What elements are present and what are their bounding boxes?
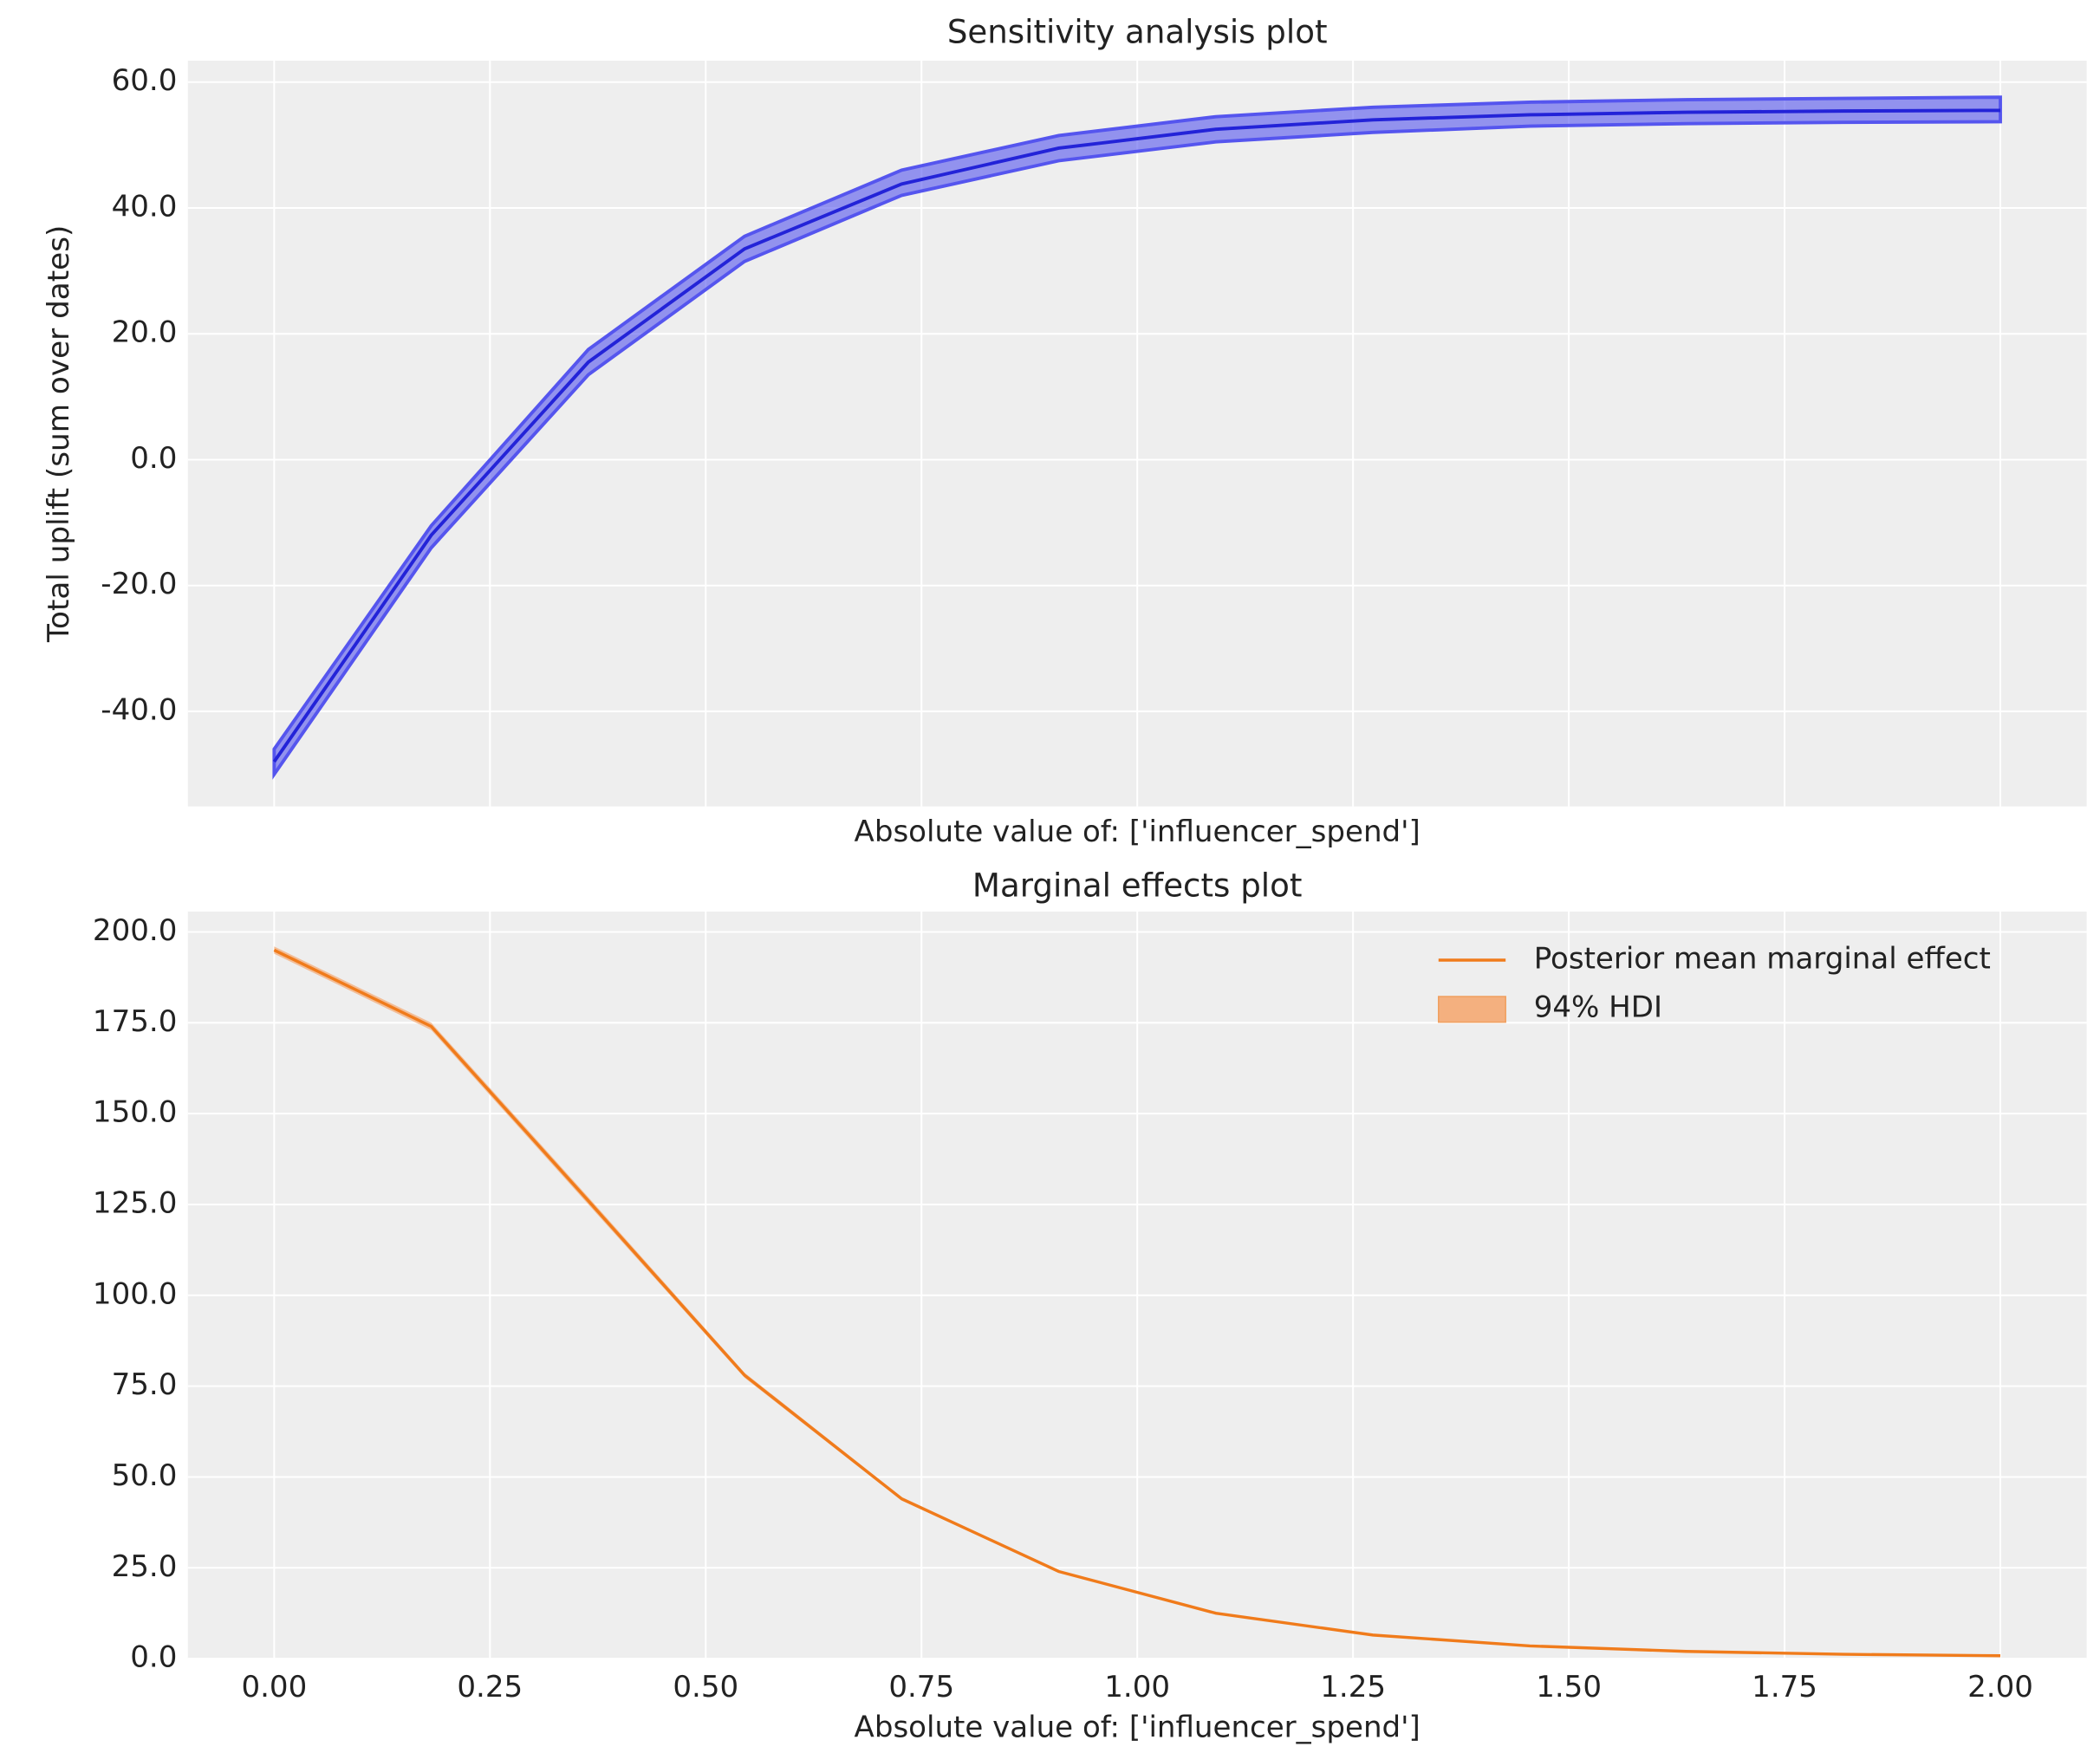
y-tick-label: 25.0 — [112, 1549, 178, 1584]
x-axis-label: Absolute value of: ['influencer_spend'] — [855, 815, 1421, 849]
line — [273, 948, 2001, 1658]
y-tick-label: 40.0 — [112, 189, 178, 224]
y-tick-label: 0.0 — [130, 1640, 177, 1675]
line — [272, 108, 2001, 763]
x-axis-label: Absolute value of: ['influencer_spend'] — [855, 1710, 1421, 1744]
chart-title: Sensitivity analysis plot — [947, 12, 1328, 50]
x-tick-label: 1.75 — [1752, 1670, 1817, 1704]
y-tick-label: -20.0 — [101, 567, 177, 601]
legend-label: Posterior mean marginal effect — [1534, 941, 1991, 976]
hdi-band — [272, 95, 2002, 780]
y-axis-label: Total uplift (sum over dates) — [42, 225, 76, 643]
y-tick-label: -40.0 — [101, 692, 177, 727]
figure: -40.0 -20.0 0.0 20.0 40.0 60.0 Sensitivity ana… — [42, 12, 2087, 1745]
legend-swatch — [1438, 996, 1506, 1023]
x-tick-label: 1.00 — [1104, 1670, 1170, 1704]
y-tick-label: 0.0 — [130, 441, 177, 476]
x-tick-label: 0.50 — [673, 1670, 738, 1704]
x-tick-label: 0.25 — [457, 1670, 523, 1704]
y-tick-label: 100.0 — [93, 1276, 177, 1311]
legend-label: 94% HDI — [1534, 990, 1662, 1024]
y-tick-label: 150.0 — [93, 1095, 177, 1130]
y-tick-label: 200.0 — [93, 913, 177, 948]
y-tick-label: 175.0 — [93, 1004, 177, 1039]
y-tick-label: 75.0 — [112, 1367, 178, 1402]
x-tick-label: 0.00 — [241, 1670, 307, 1704]
chart-title: Marginal effects plot — [972, 866, 1302, 904]
y-tick-label: 60.0 — [112, 63, 178, 98]
y-tick-label: 50.0 — [112, 1458, 178, 1493]
x-tick-label: 2.00 — [1967, 1670, 2033, 1704]
y-tick-label: 20.0 — [112, 315, 178, 350]
y-tick-label: 125.0 — [93, 1185, 177, 1220]
x-tick-label: 1.25 — [1320, 1670, 1386, 1704]
x-tick-label: 0.75 — [888, 1670, 954, 1704]
x-tick-label: 1.50 — [1536, 1670, 1602, 1704]
